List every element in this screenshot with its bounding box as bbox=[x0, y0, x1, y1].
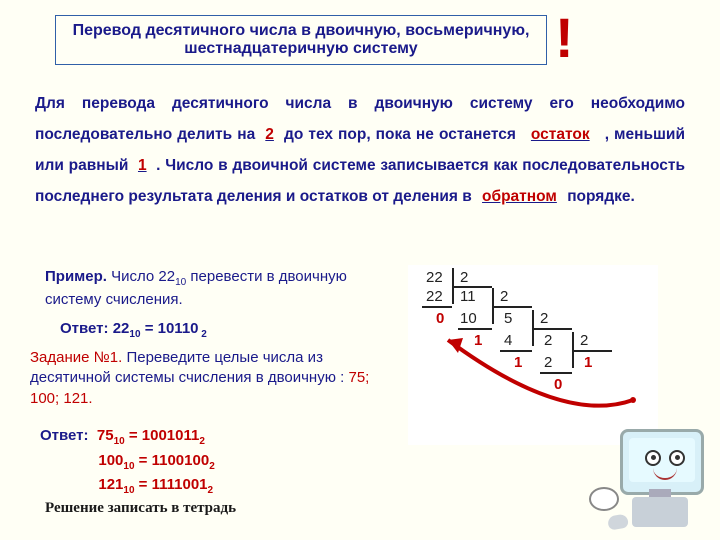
a-l1b: = 1001011 bbox=[125, 427, 200, 444]
footer-note: Решение записать в тетрадь bbox=[45, 500, 236, 517]
monitor-icon bbox=[620, 429, 704, 495]
a-l1s2: 2 bbox=[199, 436, 205, 447]
d-2s: 2 bbox=[544, 355, 552, 370]
d-22a: 22 bbox=[426, 270, 443, 285]
a-l2s2: 2 bbox=[209, 461, 215, 472]
example-sub: 10 bbox=[175, 277, 186, 288]
a-l3b: = 1111001 bbox=[135, 476, 208, 493]
d-22b: 22 bbox=[426, 289, 443, 304]
d-r0b: 0 bbox=[554, 377, 562, 392]
d-r0a: 0 bbox=[436, 311, 444, 326]
answer1-s2: 2 bbox=[199, 329, 207, 340]
body-p1e: порядке. bbox=[567, 188, 635, 205]
answer1-eq: = 10110 bbox=[145, 320, 199, 337]
body-p1b: до тех пор, пока не останется bbox=[284, 126, 521, 143]
fill-ostatok: остаток bbox=[531, 126, 590, 143]
answer1-label: Ответ: bbox=[60, 320, 109, 337]
fill-obratnom: обратном bbox=[482, 188, 557, 205]
d-final1: 1 bbox=[584, 355, 592, 370]
example-label: Пример. bbox=[45, 268, 107, 285]
diagram-svg bbox=[408, 265, 658, 445]
a-l2b: = 1100100 bbox=[135, 452, 210, 469]
d-2a: 2 bbox=[460, 270, 468, 285]
d-r1a: 1 bbox=[474, 333, 482, 348]
a-l1a: 75 bbox=[97, 427, 114, 444]
example-text: Пример. Число 2210 перевести в двоичную … bbox=[45, 267, 385, 310]
computer-illustration bbox=[614, 429, 714, 534]
d-r1b: 1 bbox=[514, 355, 522, 370]
fill-2: 2 bbox=[265, 126, 274, 143]
answers-label: Ответ: bbox=[40, 427, 89, 444]
exclamation-icon: ! bbox=[555, 5, 574, 70]
a-l2s1: 10 bbox=[123, 461, 134, 472]
example-body: Число 22 bbox=[111, 268, 175, 285]
a-l3a: 121 bbox=[98, 476, 123, 493]
answer1-a: 22 bbox=[113, 320, 130, 337]
d-10: 10 bbox=[460, 311, 477, 326]
a-l3s2: 2 bbox=[208, 485, 214, 496]
a-l1s1: 10 bbox=[114, 436, 125, 447]
d-5: 5 bbox=[504, 311, 512, 326]
d-2q: 2 bbox=[544, 333, 552, 348]
d-11: 11 bbox=[460, 289, 476, 304]
answers-block: Ответ: 7510 = 10010112 10010 = 11001002 … bbox=[40, 425, 215, 499]
title-box: Перевод десятичного числа в двоичную, во… bbox=[55, 15, 547, 65]
task-block: Задание №1. Переведите целые числа из де… bbox=[30, 348, 380, 409]
fill-1: 1 bbox=[138, 157, 147, 174]
a-l3s1: 10 bbox=[123, 485, 134, 496]
a-l2a: 100 bbox=[98, 452, 123, 469]
answer-example: Ответ: 2210 = 10110 2 bbox=[60, 320, 207, 340]
division-diagram: 22 2 22 0 11 2 10 1 5 2 4 1 2 2 2 0 1 bbox=[408, 265, 658, 445]
mouse-icon bbox=[607, 513, 629, 530]
d-2c: 2 bbox=[540, 311, 548, 326]
d-4: 4 bbox=[504, 333, 512, 348]
body-paragraph: Для перевода десятичного числа в двоичну… bbox=[35, 88, 685, 212]
d-2d: 2 bbox=[580, 333, 588, 348]
answer1-s1: 10 bbox=[129, 329, 140, 340]
d-2b: 2 bbox=[500, 289, 508, 304]
task-label: Задание №1. bbox=[30, 349, 122, 366]
